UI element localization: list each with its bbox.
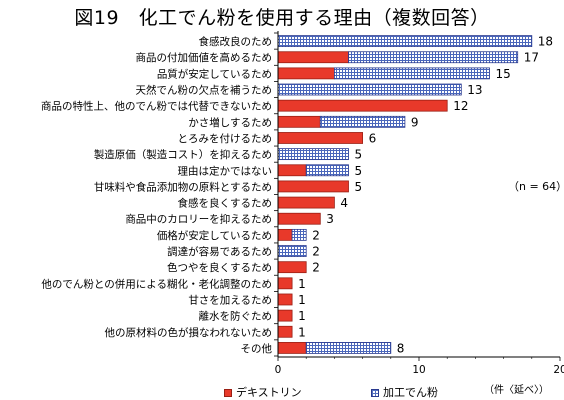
category-label: 商品の特性上、他のでん粉では代替できないため	[41, 100, 272, 113]
bar-dextrin	[277, 261, 307, 274]
bar-dextrin	[277, 115, 321, 128]
total-value-label: 17	[524, 51, 539, 65]
total-value-label: 5	[355, 164, 363, 178]
category-label: かさ増しするため	[188, 116, 272, 129]
category-label: 他のでん粉との併用による糊化・老化調整のため	[41, 277, 272, 290]
legend-item-dextrin: デキストリン	[224, 384, 302, 400]
category-label: 理由は定かではない	[178, 164, 273, 177]
category-label: その他	[241, 342, 273, 355]
total-value-label: 4	[340, 196, 348, 210]
x-tick-label: 10	[412, 364, 425, 376]
category-label: 品質が安定しているため	[157, 67, 272, 80]
bar-processed-starch	[348, 51, 519, 64]
category-label: 色つやを良くするため	[167, 261, 272, 274]
bar-processed-starch	[277, 35, 533, 47]
category-label: とろみを付けるため	[178, 132, 273, 145]
total-value-label: 2	[312, 245, 320, 259]
total-value-label: 5	[355, 148, 363, 162]
total-value-label: 1	[298, 325, 306, 339]
bar-dextrin	[277, 99, 448, 112]
bar-processed-starch	[277, 148, 349, 161]
bar-dextrin	[277, 51, 349, 64]
bar-dextrin	[277, 196, 335, 209]
legend-item-processed-starch: 加工でん粉	[371, 384, 438, 400]
bar-dextrin	[277, 228, 293, 241]
x-axis-unit-label: （件〈延べ〉）	[484, 385, 549, 396]
bar-dextrin	[277, 67, 335, 80]
bar-dextrin	[277, 180, 349, 193]
category-label: 商品の付加価値を高めるため	[136, 51, 273, 64]
category-label: 商品中のカロリーを抑えるため	[125, 213, 272, 226]
total-value-label: 1	[298, 309, 306, 323]
bar-dextrin	[277, 132, 363, 144]
total-value-label: 2	[312, 228, 320, 242]
category-label: 製造原価（製造コスト）を抑えるため	[94, 148, 272, 161]
bar-processed-starch	[277, 245, 307, 257]
category-label: 離水を防ぐため	[199, 310, 273, 323]
category-label: 食感を良くするため	[178, 197, 273, 210]
bar-processed-starch	[319, 115, 406, 128]
bar-processed-starch	[277, 83, 462, 96]
bar-processed-starch	[291, 228, 307, 241]
category-label: 食感改良のため	[199, 35, 273, 48]
total-value-label: 3	[326, 212, 334, 226]
chart-title: 図19 化工でん粉を使用する理由（複数回答）	[74, 7, 490, 29]
total-value-label: 1	[298, 277, 306, 291]
bar-dextrin	[277, 277, 293, 290]
legend-label-processed-starch: 加工でん粉	[383, 386, 438, 399]
x-tick-label: 20	[553, 364, 564, 376]
x-tick-label: 0	[275, 364, 282, 376]
category-label: 価格が安定しているため	[157, 229, 272, 242]
total-value-label: 6	[369, 131, 377, 145]
total-value-label: 12	[453, 99, 468, 113]
bar-processed-starch	[305, 342, 392, 354]
total-value-label: 5	[355, 180, 363, 194]
category-label: 調達が容易であるため	[167, 245, 272, 258]
total-value-label: 2	[312, 261, 320, 275]
category-label: 天然でん粉の欠点を補うため	[136, 84, 273, 97]
bar-processed-starch	[305, 164, 349, 177]
category-label: 他の原材料の色が損なわれないため	[105, 326, 272, 339]
bar-dextrin	[277, 342, 307, 354]
total-value-label: 18	[538, 35, 553, 49]
category-label: 甘さを加えるため	[188, 293, 272, 306]
total-value-label: 1	[298, 293, 306, 307]
total-value-label: 13	[467, 83, 482, 97]
total-value-label: 15	[496, 67, 511, 81]
total-value-label: 8	[397, 341, 405, 355]
legend-swatch-processed-starch	[371, 389, 379, 397]
category-label: 甘味料や食品添加物の原料とするため	[94, 180, 272, 193]
bar-processed-starch	[333, 67, 490, 80]
bar-dextrin	[277, 212, 321, 225]
legend-label-dextrin: デキストリン	[236, 386, 302, 399]
bar-dextrin	[277, 164, 307, 177]
total-value-label: 9	[411, 115, 419, 129]
bar-dextrin	[277, 293, 293, 306]
sample-size-note: （n = 64）	[508, 180, 564, 193]
bar-dextrin	[277, 325, 293, 338]
legend-swatch-dextrin	[224, 389, 232, 397]
bar-dextrin	[277, 309, 293, 322]
